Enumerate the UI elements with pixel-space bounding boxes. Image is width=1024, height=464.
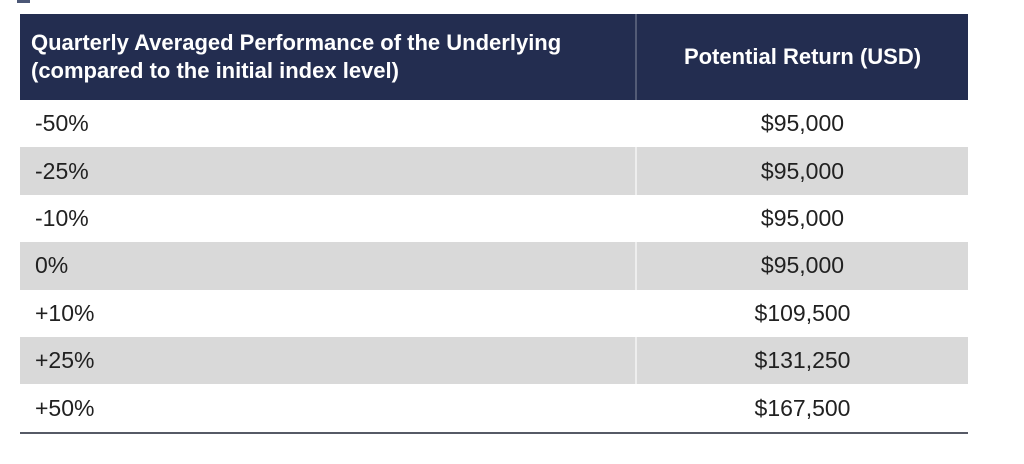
table-row: -25% $95,000 xyxy=(20,147,968,195)
header-potential-return: Potential Return (USD) xyxy=(635,14,968,100)
return-cell: $131,250 xyxy=(635,336,968,385)
performance-cell: 0% xyxy=(35,252,69,279)
performance-cell: +10% xyxy=(35,299,95,326)
performance-cell: +50% xyxy=(35,394,95,421)
performance-cell: -50% xyxy=(35,110,89,137)
return-cell: $109,500 xyxy=(635,289,968,337)
return-cell: $95,000 xyxy=(635,100,968,148)
table-body: -50% $95,000 -25% $95,000 -10% $95,000 0… xyxy=(20,100,968,432)
header-performance: Quarterly Averaged Performance of the Un… xyxy=(20,14,635,100)
header-performance-line2: (compared to the initial index level) xyxy=(31,58,399,83)
table-row: -50% $95,000 xyxy=(20,100,968,148)
return-cell: $167,500 xyxy=(635,384,968,432)
return-cell: $95,000 xyxy=(635,242,968,290)
performance-cell: +25% xyxy=(35,347,95,374)
return-cell: $95,000 xyxy=(635,147,968,195)
table-row: 0% $95,000 xyxy=(20,242,968,290)
header-performance-line1: Quarterly Averaged Performance of the Un… xyxy=(31,30,562,55)
potential-return-table: Quarterly Averaged Performance of the Un… xyxy=(20,14,968,434)
table-row: +50% $167,500 xyxy=(20,384,968,432)
table-row: +25% $131,250 xyxy=(20,336,968,385)
performance-cell: -10% xyxy=(35,204,89,231)
performance-cell: -25% xyxy=(35,157,89,184)
table-header-row: Quarterly Averaged Performance of the Un… xyxy=(20,14,968,100)
table-row: -10% $95,000 xyxy=(20,194,968,243)
stray-mark xyxy=(17,0,30,3)
table-row: +10% $109,500 xyxy=(20,289,968,337)
return-cell: $95,000 xyxy=(635,194,968,243)
